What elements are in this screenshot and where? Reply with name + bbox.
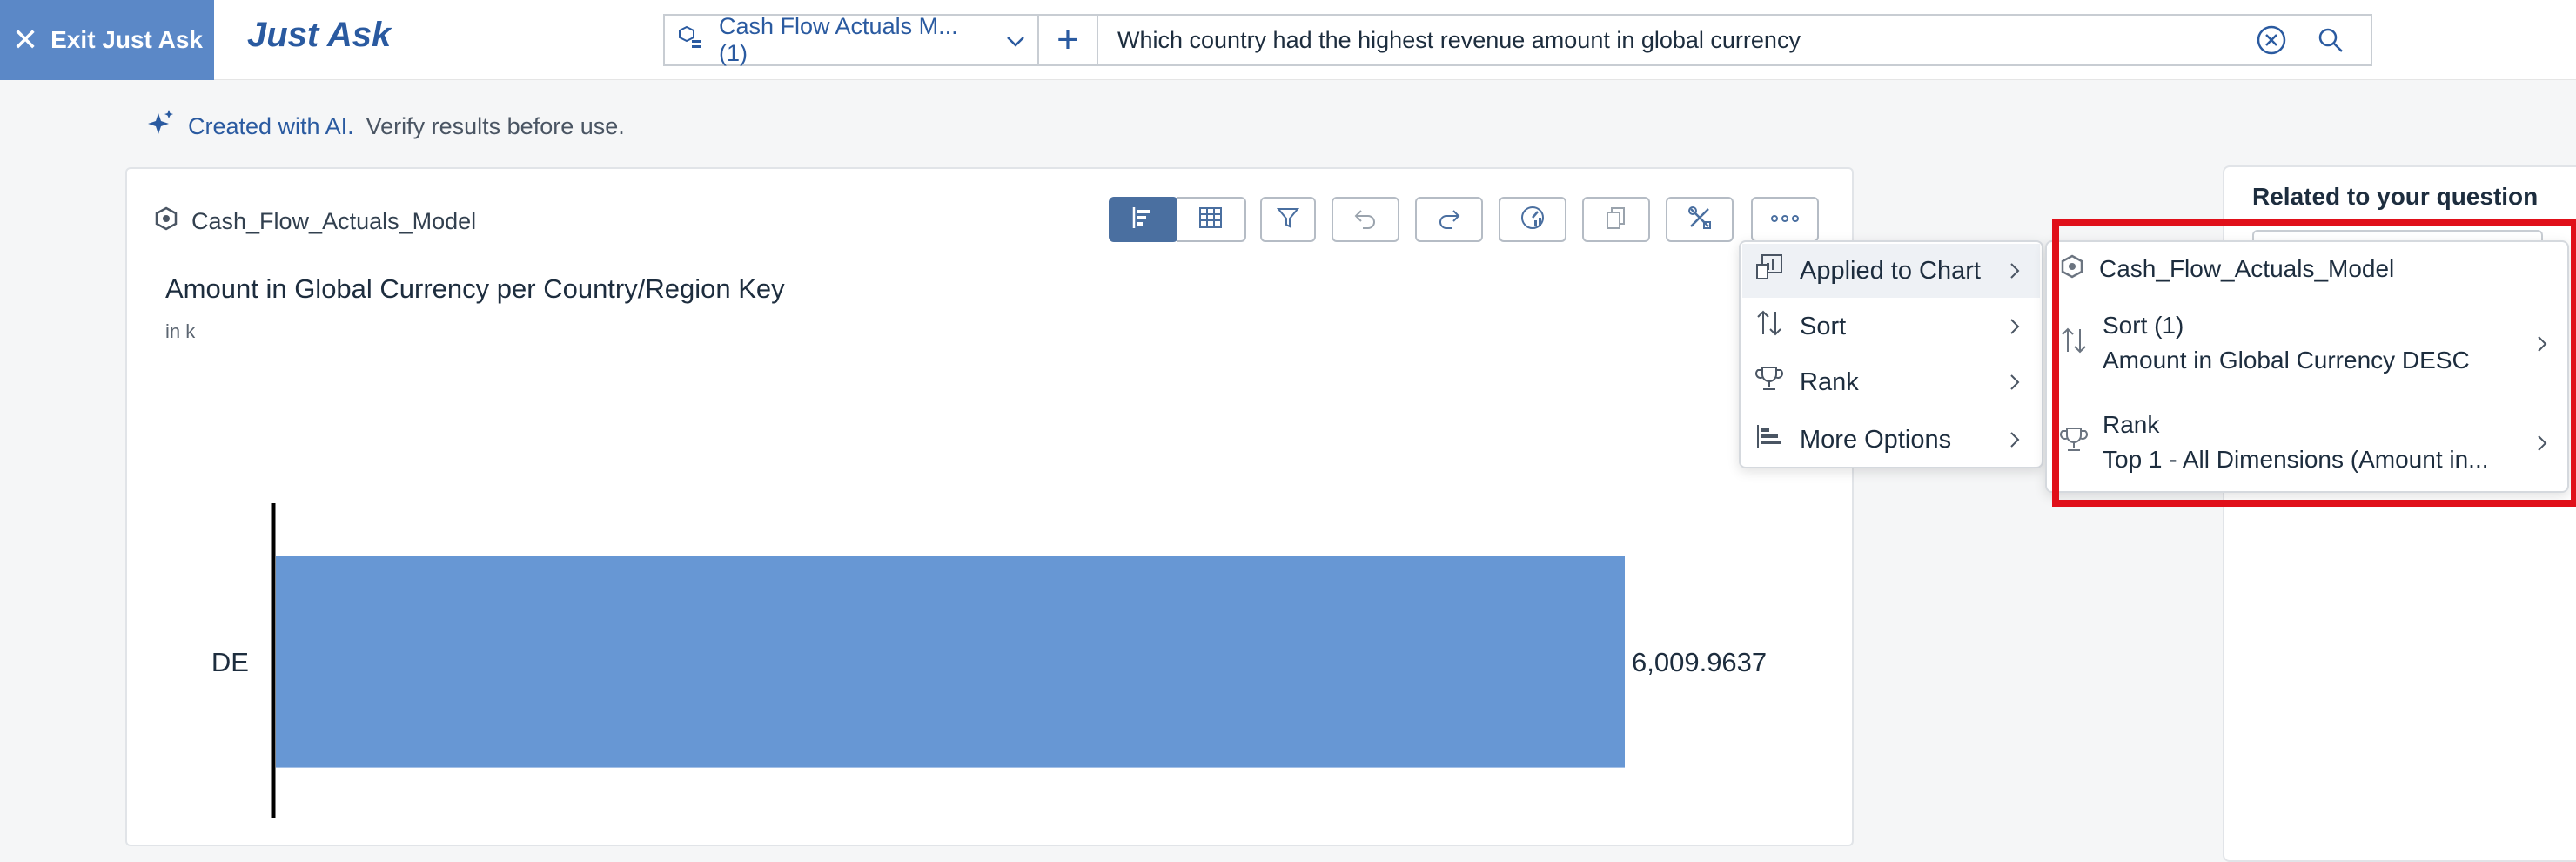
model-selector-label: Cash Flow Actuals M... (1) xyxy=(719,13,958,66)
data-label: 6,009.9637 xyxy=(1632,647,1767,677)
submenu-sort-detail: Amount in Global Currency DESC xyxy=(2103,347,2470,374)
trophy-icon xyxy=(2059,425,2089,461)
submenu-model-name: Cash_Flow_Actuals_Model xyxy=(2099,255,2395,282)
ai-notice-text: Verify results before use. xyxy=(366,113,625,139)
chevron-right-icon xyxy=(2009,259,2021,288)
menu-item-more-options[interactable]: More Options xyxy=(1742,413,2040,467)
table-view-button[interactable] xyxy=(1177,197,1246,242)
menu-item-label: Rank xyxy=(1800,367,1859,396)
model-cube-icon xyxy=(677,24,703,57)
submenu-item-sort[interactable]: Sort (1) Amount in Global Currency DESC xyxy=(2050,306,2567,380)
table-grid-icon xyxy=(1197,205,1224,235)
sort-icon xyxy=(1754,308,1784,345)
menu-item-rank[interactable]: Rank xyxy=(1742,355,2040,409)
plus-icon: + xyxy=(1057,18,1079,61)
applied-to-chart-submenu xyxy=(2045,240,2569,493)
card-model-label: Cash_Flow_Actuals_Model xyxy=(153,205,476,238)
close-icon: ✕ xyxy=(12,22,39,57)
undo-icon xyxy=(1352,205,1379,234)
menu-item-label: Sort xyxy=(1800,312,1847,340)
submenu-rank-detail: Top 1 - All Dimensions (Amount in... xyxy=(2103,446,2489,473)
ai-notice-highlight: Created with AI. xyxy=(188,113,354,139)
filter-icon xyxy=(1276,205,1300,234)
add-model-button[interactable]: + xyxy=(1039,14,1098,66)
chevron-right-icon xyxy=(2009,371,2021,400)
redo-icon xyxy=(1436,205,1462,234)
copy-icon xyxy=(1603,205,1629,235)
submenu-sort-title: Sort (1) xyxy=(2103,312,2184,339)
submenu-rank-title: Rank xyxy=(2103,411,2160,438)
more-horizontal-icon xyxy=(1770,212,1800,227)
more-options-icon xyxy=(1754,421,1784,458)
exit-label: Exit Just Ask xyxy=(50,26,203,53)
chevron-right-icon xyxy=(2009,315,2021,344)
ai-notice: Created with AI. Verify results before u… xyxy=(144,108,625,145)
tools-button[interactable] xyxy=(1666,197,1734,242)
clear-circle-icon[interactable] xyxy=(2251,19,2292,61)
question-input[interactable]: Which country had the highest revenue am… xyxy=(1098,14,2372,66)
bar-de[interactable] xyxy=(276,556,1625,768)
tools-icon xyxy=(1686,204,1714,236)
menu-item-label: Applied to Chart xyxy=(1800,256,1981,285)
menu-item-label: More Options xyxy=(1800,425,1952,454)
undo-button[interactable] xyxy=(1332,197,1399,242)
more-options-button[interactable] xyxy=(1751,197,1819,242)
chart-title: Amount in Global Currency per Country/Re… xyxy=(165,273,785,304)
chevron-right-icon xyxy=(2009,428,2021,457)
card-model-name: Cash_Flow_Actuals_Model xyxy=(191,208,477,234)
highlight-frame xyxy=(2052,219,2576,507)
bar-chart-icon xyxy=(1130,205,1157,235)
model-selector[interactable]: Cash Flow Actuals M... (1) xyxy=(663,13,1039,66)
insights-button[interactable] xyxy=(1499,197,1566,242)
menu-item-applied-to-chart[interactable]: Applied to Chart xyxy=(1742,244,2040,298)
sort-icon xyxy=(2059,326,2089,361)
chevron-down-icon xyxy=(1006,27,1025,54)
model-cube-icon xyxy=(153,205,179,238)
copy-button[interactable] xyxy=(1582,197,1650,242)
chevron-right-icon xyxy=(2536,432,2548,460)
filter-button[interactable] xyxy=(1260,197,1316,242)
trophy-icon xyxy=(1754,364,1784,401)
model-cube-icon xyxy=(2059,253,2085,286)
question-text: Which country had the highest revenue am… xyxy=(1117,26,1801,53)
category-label: DE xyxy=(211,647,249,677)
app-title: Just Ask xyxy=(247,16,392,54)
applied-chart-icon xyxy=(1754,253,1784,289)
redo-button[interactable] xyxy=(1415,197,1483,242)
bar-chart: DE 6,009.9637 xyxy=(211,503,1767,818)
sparkle-icon xyxy=(144,108,176,145)
menu-item-sort[interactable]: Sort xyxy=(1742,300,2040,354)
chevron-right-icon xyxy=(2536,333,2548,360)
chart-subtitle: in k xyxy=(165,320,196,342)
bar-chart-view-button[interactable] xyxy=(1109,197,1178,242)
submenu-item-model[interactable]: Cash_Flow_Actuals_Model xyxy=(2050,249,2567,289)
exit-just-ask-button[interactable]: ✕ Exit Just Ask xyxy=(0,0,214,80)
gauge-icon xyxy=(1519,204,1546,236)
related-title: Related to your question xyxy=(2252,183,2539,210)
submenu-item-rank[interactable]: Rank Top 1 - All Dimensions (Amount in..… xyxy=(2050,406,2567,479)
search-icon[interactable] xyxy=(2310,19,2351,61)
